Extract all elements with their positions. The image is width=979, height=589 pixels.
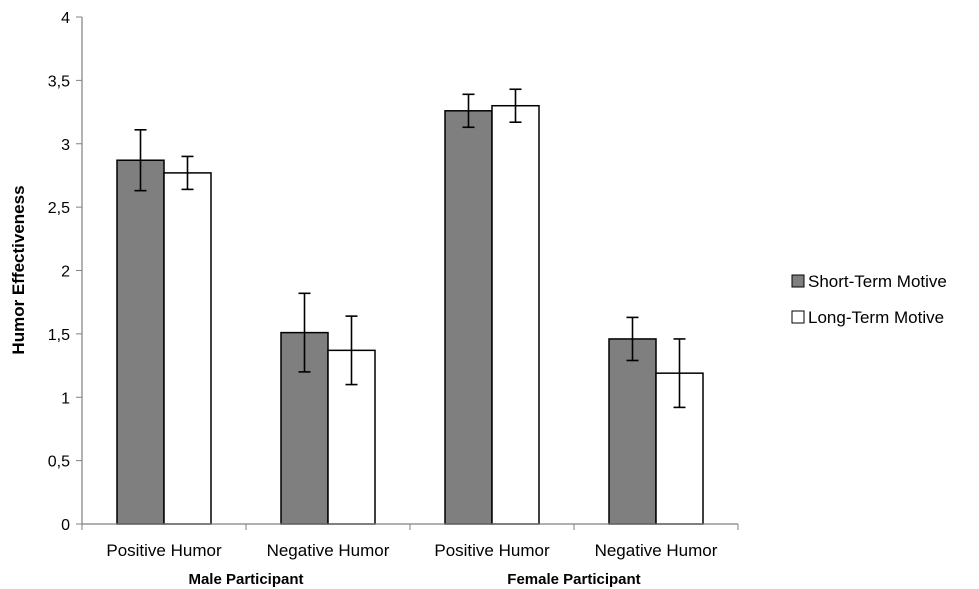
bar-long-term: [163, 172, 212, 525]
bar-short-term: [444, 110, 493, 525]
category-label: Positive Humor: [106, 541, 222, 560]
y-tick-label: 3: [61, 137, 70, 154]
group-labels: Male Participant Female Participant: [188, 571, 640, 588]
legend-label: Short-Term Motive: [808, 272, 947, 291]
y-tick-label: 2: [61, 264, 70, 281]
category-label: Negative Humor: [595, 541, 718, 560]
group-label: Male Participant: [188, 571, 303, 588]
y-tick-label: 2,5: [48, 200, 70, 217]
y-tick-label: 0,5: [48, 454, 70, 471]
y-tick-label: 0: [61, 517, 70, 534]
y-tick-label: 1,5: [48, 327, 70, 344]
category-label: Negative Humor: [267, 541, 390, 560]
y-axis-ticks: 0 0,5 1 1,5 2 2,5 3 3,5 4: [48, 10, 82, 534]
axes: [81, 17, 739, 530]
bar-short-term: [116, 159, 165, 525]
bar-long-term: [491, 104, 540, 525]
group-label: Female Participant: [507, 571, 640, 588]
category-label: Positive Humor: [434, 541, 550, 560]
category-labels: Positive Humor Negative Humor Positive Hum…: [106, 541, 717, 560]
legend-swatch-short-term: [791, 274, 805, 288]
y-tick-label: 1: [61, 390, 70, 407]
bar-short-term: [608, 338, 657, 525]
bars: [116, 104, 704, 525]
error-bars: [134, 88, 686, 409]
y-axis-label: Humor Effectiveness: [9, 185, 28, 354]
y-tick-label: 4: [61, 10, 70, 27]
legend-swatch-long-term: [791, 310, 805, 324]
legend: Short-Term Motive Long-Term Motive: [791, 272, 947, 327]
legend-label: Long-Term Motive: [808, 308, 944, 327]
y-tick-label: 3,5: [48, 73, 70, 90]
